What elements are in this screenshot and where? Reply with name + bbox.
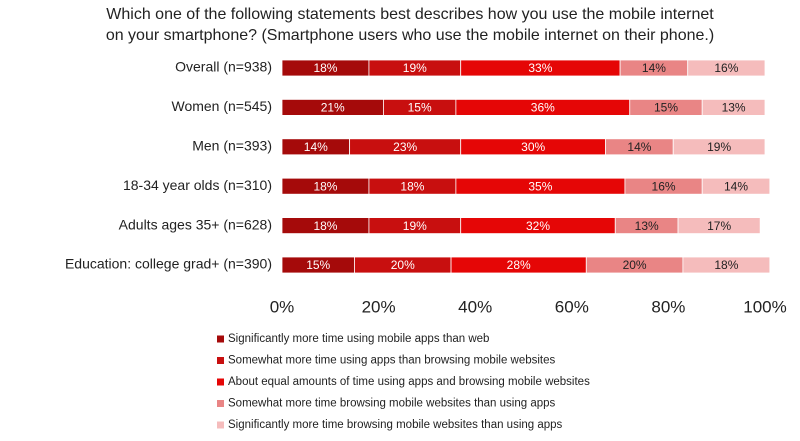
legend-label: Somewhat more time using apps than brows… bbox=[228, 355, 556, 367]
legend-label: About equal amounts of time using apps a… bbox=[228, 376, 590, 388]
y-tick-label: Overall (n=938) bbox=[175, 59, 272, 75]
value-label: 23% bbox=[393, 140, 417, 154]
legend-swatch bbox=[217, 400, 224, 407]
value-label: 13% bbox=[635, 219, 659, 233]
value-label: 14% bbox=[304, 140, 328, 154]
value-label: 19% bbox=[707, 140, 731, 154]
value-label: 30% bbox=[521, 140, 545, 154]
value-label: 14% bbox=[724, 179, 748, 193]
legend-swatch bbox=[217, 378, 224, 386]
y-tick-label: Adults ages 35+ (n=628) bbox=[119, 216, 272, 232]
legend-label: Significantly more time browsing mobile … bbox=[228, 419, 563, 431]
value-label: 21% bbox=[321, 101, 345, 115]
bar-segment bbox=[701, 177, 771, 195]
value-label: 15% bbox=[408, 101, 432, 115]
value-label: 20% bbox=[391, 258, 415, 272]
legend-label: Somewhat more time browsing mobile websi… bbox=[228, 398, 556, 410]
value-label: 18% bbox=[714, 258, 738, 272]
y-tick-label: 18-34 year olds (n=310) bbox=[123, 177, 272, 193]
value-label: 13% bbox=[722, 101, 746, 115]
legend-swatch bbox=[217, 357, 224, 364]
legend-label: Significantly more time using mobile app… bbox=[228, 333, 489, 345]
value-label: 18% bbox=[313, 179, 337, 193]
chart-title: Which one of the following statements be… bbox=[106, 6, 714, 23]
bar-segment bbox=[701, 99, 766, 116]
bar-segment bbox=[672, 138, 766, 156]
x-tick-label: 60% bbox=[555, 297, 589, 316]
value-label: 36% bbox=[531, 101, 555, 115]
value-label: 33% bbox=[528, 61, 552, 75]
x-tick-label: 40% bbox=[458, 297, 492, 316]
value-label: 35% bbox=[528, 179, 552, 193]
value-label: 15% bbox=[654, 101, 678, 115]
value-label: 14% bbox=[642, 61, 666, 75]
value-label: 16% bbox=[714, 61, 738, 75]
value-label: 20% bbox=[623, 258, 647, 272]
value-label: 32% bbox=[526, 219, 550, 233]
y-tick-label: Women (n=545) bbox=[171, 98, 272, 114]
legend-swatch bbox=[217, 421, 224, 429]
bar-segment bbox=[687, 59, 766, 77]
x-tick-label: 100% bbox=[743, 297, 786, 316]
bar-segment bbox=[682, 256, 771, 274]
value-label: 19% bbox=[403, 61, 427, 75]
y-tick-label: Men (n=393) bbox=[192, 138, 272, 154]
value-label: 14% bbox=[627, 140, 651, 154]
x-tick-label: 80% bbox=[651, 297, 685, 316]
value-label: 18% bbox=[313, 61, 337, 75]
bar-segment bbox=[677, 217, 761, 235]
value-label: 18% bbox=[400, 179, 424, 193]
x-tick-label: 0% bbox=[270, 297, 295, 316]
y-tick-label: Education: college grad+ (n=390) bbox=[65, 256, 272, 272]
value-label: 19% bbox=[403, 219, 427, 233]
chart-title: on your smartphone? (Smartphone users wh… bbox=[106, 27, 714, 44]
value-label: 16% bbox=[652, 179, 676, 193]
value-label: 15% bbox=[306, 258, 330, 272]
value-label: 18% bbox=[313, 219, 337, 233]
x-tick-label: 20% bbox=[362, 297, 396, 316]
legend-swatch bbox=[217, 335, 224, 343]
value-label: 28% bbox=[507, 258, 531, 272]
value-label: 17% bbox=[707, 219, 731, 233]
